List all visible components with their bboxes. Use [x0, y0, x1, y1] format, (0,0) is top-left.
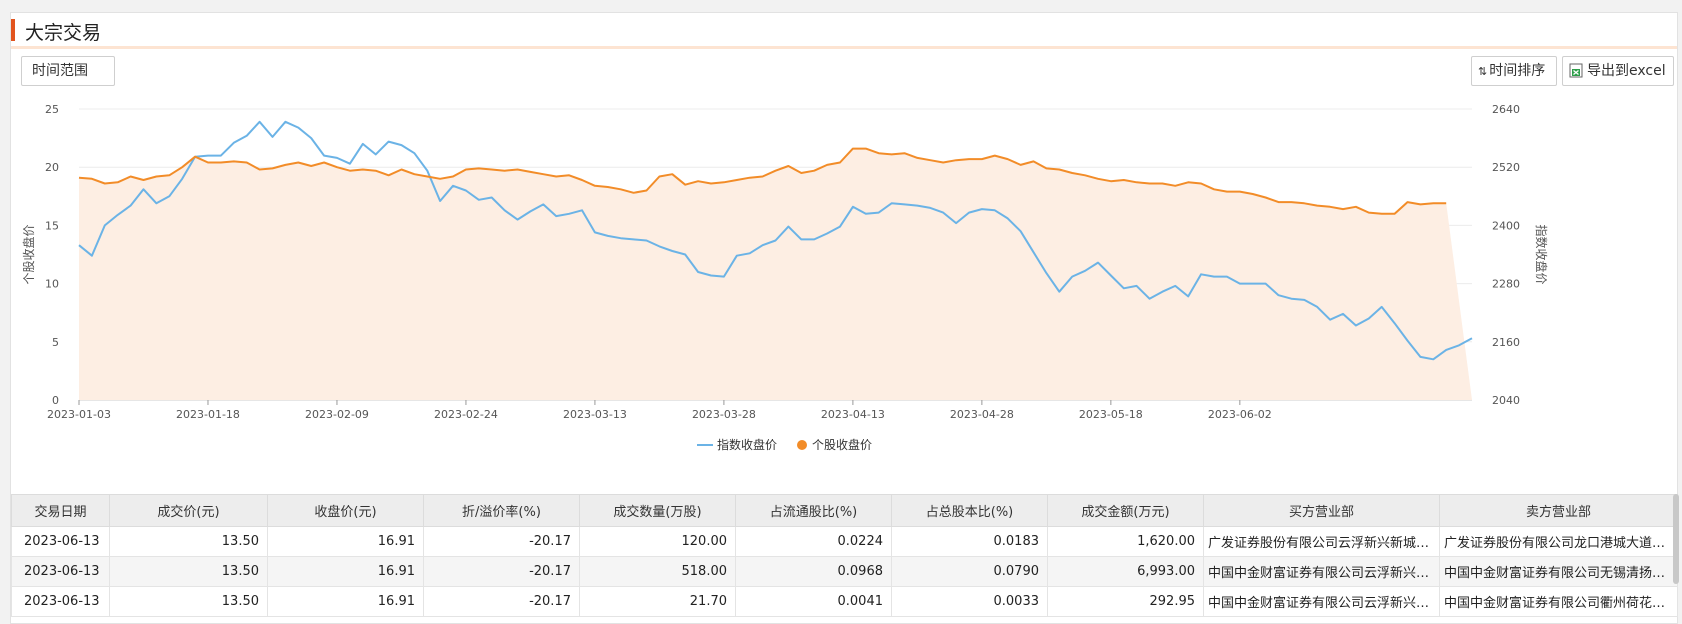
cell-total-ratio: 0.0183 [891, 526, 1048, 557]
y-left-tick-label: 20 [45, 161, 59, 174]
cell-trade-date: 2023-06-13 [11, 556, 110, 587]
cell-volume: 21.70 [579, 586, 736, 617]
time-range-label: 时间范围 [32, 63, 88, 79]
y-right-tick-label: 2400 [1492, 219, 1520, 232]
cell-seller: 广发证券股份有限公司龙口港城大道证券营业部 [1439, 526, 1678, 557]
table-scrollbar[interactable] [1673, 494, 1679, 584]
y-right-tick-label: 2160 [1492, 336, 1520, 349]
y-right-tick-label: 2280 [1492, 278, 1520, 291]
cell-trade-date: 2023-06-13 [11, 526, 110, 557]
price-chart: 0 5 10 15 20 25 2040 2160 2280 2400 2520 2640 2023-0… [21, 103, 1549, 452]
time-sort-button[interactable]: ⇅ 时间排序 [1471, 56, 1557, 86]
index-close-series-line [78, 120, 1473, 361]
cell-buyer: 广发证券股份有限公司云浮新兴新城证券营业部 [1203, 526, 1440, 557]
y-left-tick-label: 25 [45, 103, 59, 116]
column-header-close-price[interactable]: 收盘价(元) [267, 494, 424, 527]
cell-total-ratio: 0.0033 [891, 586, 1048, 617]
cell-amount: 1,620.00 [1047, 526, 1204, 557]
x-tick-label: 2023-02-24 [434, 408, 498, 421]
y-left-axis-title: 个股收盘价 [21, 224, 36, 284]
cell-trade-price: 13.50 [109, 586, 268, 617]
cell-premium-rate: -20.17 [423, 526, 580, 557]
cell-close-price: 16.91 [267, 586, 424, 617]
cell-seller: 中国中金财富证券有限公司衢州荷花中路证券营业部 [1439, 586, 1678, 617]
stock-close-series-line [78, 147, 1447, 215]
cell-total-ratio: 0.0790 [891, 556, 1048, 587]
column-header-float-ratio[interactable]: 占流通股比(%) [735, 494, 892, 527]
block-trade-table: 交易日期 成交价(元) 收盘价(元) 折/溢价率(%) 成交数量(万股) 占流通… [11, 494, 1678, 617]
column-header-total-ratio[interactable]: 占总股本比(%) [891, 494, 1048, 527]
cell-trade-price: 13.50 [109, 526, 268, 557]
cell-seller: 中国中金财富证券有限公司无锡清扬路证券营业部 [1439, 556, 1678, 587]
x-tick-label: 2023-05-18 [1079, 408, 1143, 421]
panel-title: 大宗交易 [25, 22, 102, 44]
export-excel-button[interactable]: 导出到excel [1562, 56, 1674, 86]
y-left-tick-label: 15 [45, 219, 59, 232]
block-trade-panel: 大宗交易 时间范围 ⇅ 时间排序 导出到excel 0 5 10 15 20 25 2040 2… [10, 12, 1679, 624]
cell-buyer: 中国中金财富证券有限公司云浮新兴证券营业部 [1203, 556, 1440, 587]
column-header-amount[interactable]: 成交金额(万元) [1047, 494, 1204, 527]
x-tick-label: 2023-01-03 [47, 408, 111, 421]
cell-volume: 120.00 [579, 526, 736, 557]
x-tick-label: 2023-03-28 [692, 408, 756, 421]
table-row: 2023-06-13 13.50 16.91 -20.17 21.70 0.00… [11, 586, 1678, 617]
cell-premium-rate: -20.17 [423, 586, 580, 617]
cell-float-ratio: 0.0224 [735, 526, 892, 557]
legend-stock-label: 个股收盘价 [812, 437, 872, 452]
cell-close-price: 16.91 [267, 556, 424, 587]
x-tick-label: 2023-06-02 [1208, 408, 1272, 421]
column-header-volume[interactable]: 成交数量(万股) [579, 494, 736, 527]
x-tick-label: 2023-04-13 [821, 408, 885, 421]
cell-float-ratio: 0.0041 [735, 586, 892, 617]
cell-buyer: 中国中金财富证券有限公司云浮新兴证券营业部 [1203, 586, 1440, 617]
excel-icon [1569, 63, 1583, 78]
column-header-premium-rate[interactable]: 折/溢价率(%) [423, 494, 580, 527]
sort-arrows-icon: ⇅ [1478, 65, 1488, 78]
cell-close-price: 16.91 [267, 526, 424, 557]
y-right-tick-label: 2520 [1492, 161, 1520, 174]
cell-trade-price: 13.50 [109, 556, 268, 587]
stock-area-fill [79, 148, 1472, 400]
cell-volume: 518.00 [579, 556, 736, 587]
y-right-tick-label: 2640 [1492, 103, 1520, 116]
cell-trade-date: 2023-06-13 [11, 586, 110, 617]
x-tick-label: 2023-04-28 [950, 408, 1014, 421]
y-right-axis-title: 指数收盘价 [1534, 224, 1549, 284]
cell-premium-rate: -20.17 [423, 556, 580, 587]
time-range-button[interactable]: 时间范围 [21, 56, 115, 86]
table-row: 2023-06-13 13.50 16.91 -20.17 120.00 0.0… [11, 526, 1678, 557]
column-header-trade-price[interactable]: 成交价(元) [109, 494, 268, 527]
y-left-tick-label: 5 [52, 336, 59, 349]
column-header-seller[interactable]: 卖方营业部 [1439, 494, 1678, 527]
time-sort-label: 时间排序 [1489, 63, 1546, 79]
cell-amount: 6,993.00 [1047, 556, 1204, 587]
cell-float-ratio: 0.0968 [735, 556, 892, 587]
y-right-tick-label: 2040 [1492, 394, 1520, 407]
panel-header: 大宗交易 [11, 13, 1677, 49]
y-left-tick-label: 0 [52, 394, 59, 407]
export-excel-label: 导出到excel [1587, 63, 1666, 79]
y-left-tick-label: 10 [45, 278, 59, 291]
table-row: 2023-06-13 13.50 16.91 -20.17 518.00 0.0… [11, 556, 1678, 587]
x-tick-label: 2023-01-18 [176, 408, 240, 421]
legend-index-label: 指数收盘价 [717, 437, 777, 452]
accent-bar [11, 19, 15, 41]
x-tick-label: 2023-03-13 [563, 408, 627, 421]
column-header-trade-date[interactable]: 交易日期 [11, 494, 110, 527]
column-header-buyer[interactable]: 买方营业部 [1203, 494, 1440, 527]
cell-amount: 292.95 [1047, 586, 1204, 617]
table-header-row: 交易日期 成交价(元) 收盘价(元) 折/溢价率(%) 成交数量(万股) 占流通… [11, 494, 1678, 527]
x-tick-label: 2023-02-09 [305, 408, 369, 421]
legend-stock-swatch [797, 440, 807, 450]
